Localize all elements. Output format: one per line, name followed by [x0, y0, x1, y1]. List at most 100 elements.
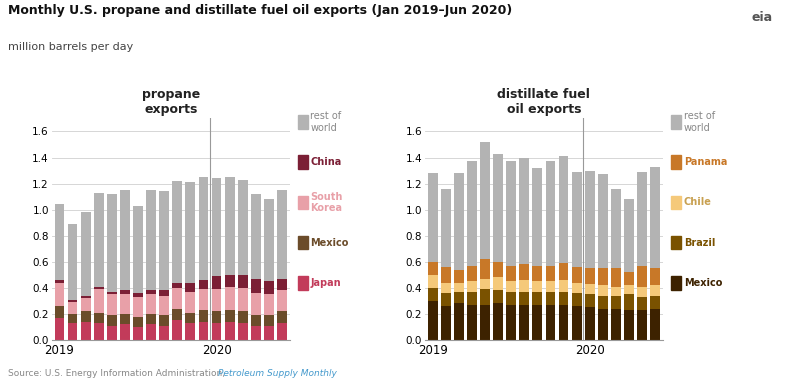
Bar	[467, 292, 477, 305]
Bar	[507, 292, 516, 305]
Bar	[81, 212, 91, 296]
Bar	[146, 295, 156, 314]
Bar	[146, 290, 156, 295]
Bar	[480, 289, 490, 305]
Bar	[559, 292, 569, 305]
Bar	[251, 315, 260, 325]
Bar	[572, 293, 581, 306]
Bar	[637, 266, 647, 286]
Bar	[186, 283, 195, 292]
Bar	[624, 199, 634, 272]
Bar	[186, 182, 195, 283]
Bar	[480, 142, 490, 259]
Bar	[598, 268, 607, 285]
Bar	[225, 177, 234, 275]
Bar	[107, 194, 117, 292]
Bar	[441, 283, 451, 293]
Bar	[107, 325, 117, 340]
Bar	[277, 190, 287, 279]
Text: Mexico: Mexico	[684, 278, 722, 288]
Bar	[160, 325, 169, 340]
Text: China: China	[310, 157, 341, 167]
Bar	[94, 323, 104, 340]
Bar	[81, 298, 91, 311]
Bar	[251, 325, 260, 340]
Text: eia: eia	[752, 11, 773, 24]
Bar	[160, 191, 169, 290]
Bar	[650, 268, 660, 285]
Bar	[454, 283, 464, 292]
Bar	[264, 295, 274, 315]
Text: South
Korea: South Korea	[310, 192, 343, 213]
Bar	[611, 286, 621, 296]
Bar	[611, 296, 621, 309]
Bar	[507, 266, 516, 281]
Bar	[428, 275, 437, 288]
Bar	[146, 314, 156, 324]
Title: propane
exports: propane exports	[141, 88, 200, 116]
Bar	[212, 311, 222, 323]
Bar	[277, 290, 287, 311]
Bar	[81, 296, 91, 298]
Bar	[519, 292, 529, 305]
Bar	[67, 224, 78, 299]
Bar	[94, 286, 104, 289]
Bar	[559, 305, 569, 340]
Bar	[585, 268, 595, 284]
Bar	[67, 302, 78, 314]
Bar	[225, 310, 234, 322]
Bar	[237, 275, 248, 288]
Bar	[160, 296, 169, 315]
Bar	[120, 290, 129, 295]
Bar	[441, 267, 451, 283]
Text: rest of
world: rest of world	[310, 112, 341, 133]
Bar	[198, 322, 208, 340]
Bar	[624, 285, 634, 295]
Bar	[251, 293, 260, 315]
Bar	[533, 305, 542, 340]
Bar	[467, 162, 477, 266]
Bar	[650, 167, 660, 268]
Bar	[81, 322, 91, 340]
Text: Source: U.S. Energy Information Administration,: Source: U.S. Energy Information Administ…	[8, 369, 229, 378]
Bar	[172, 283, 182, 288]
Bar	[264, 199, 274, 281]
Bar	[172, 181, 182, 283]
Bar	[264, 281, 274, 295]
Bar	[94, 193, 104, 286]
Text: rest of
world: rest of world	[684, 112, 715, 133]
Bar	[55, 204, 64, 280]
Bar	[559, 156, 569, 263]
Bar	[598, 309, 607, 340]
Bar	[454, 173, 464, 270]
Bar	[493, 262, 503, 277]
Bar	[572, 267, 581, 283]
Bar	[637, 297, 647, 310]
Bar	[133, 293, 143, 297]
Bar	[559, 280, 569, 292]
Bar	[107, 295, 117, 315]
Text: Petroleum Supply Monthly: Petroleum Supply Monthly	[218, 369, 337, 378]
Bar	[67, 314, 78, 323]
Bar	[428, 301, 437, 340]
Bar	[186, 292, 195, 312]
Bar	[186, 323, 195, 340]
Bar	[120, 190, 129, 290]
Bar	[212, 323, 222, 340]
Bar	[172, 320, 182, 340]
Bar	[212, 289, 222, 311]
Bar	[133, 327, 143, 340]
Bar	[251, 194, 260, 279]
Bar	[107, 292, 117, 295]
Bar	[507, 162, 516, 266]
Bar	[428, 288, 437, 301]
Bar	[533, 168, 542, 266]
Bar	[441, 189, 451, 267]
Bar	[454, 303, 464, 340]
Bar	[598, 175, 607, 268]
Bar	[441, 293, 451, 306]
Bar	[519, 264, 529, 280]
Bar	[120, 324, 129, 340]
Bar	[198, 289, 208, 310]
Bar	[493, 154, 503, 262]
